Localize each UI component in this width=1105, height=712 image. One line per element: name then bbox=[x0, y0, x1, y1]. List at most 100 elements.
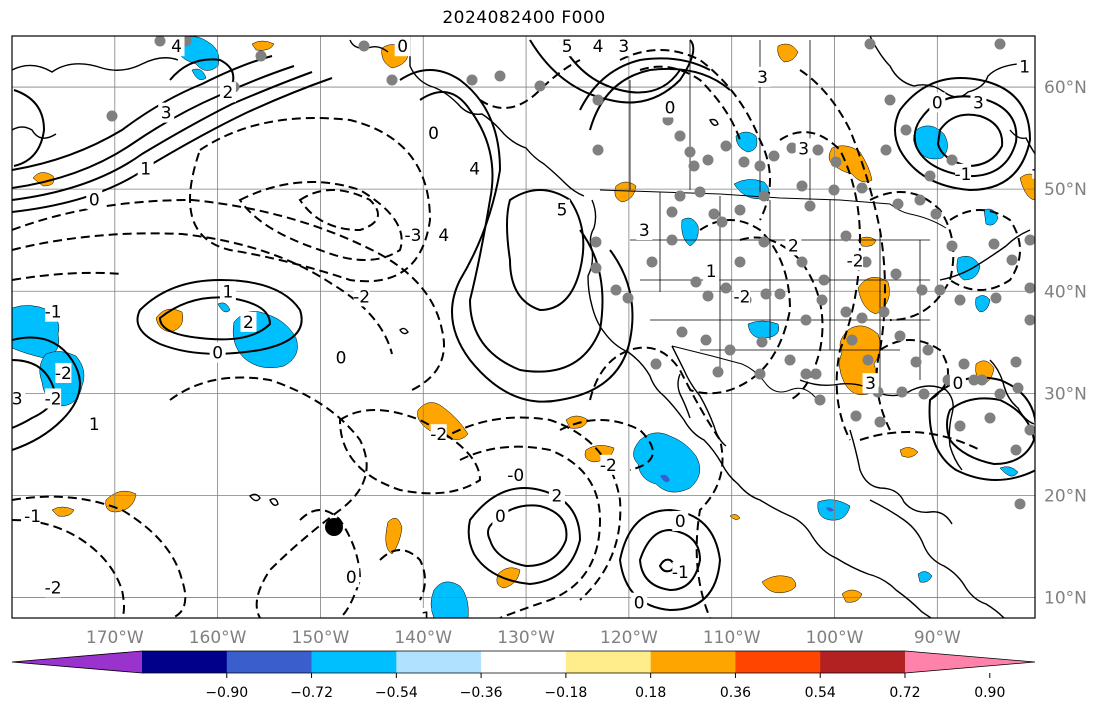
colorbar-swatch bbox=[142, 651, 228, 673]
contour-label: -2 bbox=[55, 364, 72, 384]
observation-dot bbox=[784, 354, 796, 366]
observation-dot bbox=[846, 334, 858, 346]
observation-dot bbox=[856, 182, 868, 194]
contour-label: 1 bbox=[140, 160, 151, 180]
observation-dot bbox=[358, 40, 370, 52]
colorbar-tick-label: 0.36 bbox=[720, 685, 751, 701]
contour-label-bg bbox=[970, 92, 987, 113]
observation-dot bbox=[702, 154, 714, 166]
observation-dot bbox=[954, 294, 966, 306]
observation-dot bbox=[958, 358, 970, 370]
contour-label-bg bbox=[862, 373, 879, 394]
colorbar-tick-label: −0.18 bbox=[544, 685, 587, 701]
contour-label-bg bbox=[615, 36, 632, 57]
observation-dot bbox=[862, 354, 874, 366]
contour-label: -1 bbox=[45, 303, 62, 323]
contour-label: 0 bbox=[346, 568, 357, 588]
observation-dot bbox=[386, 74, 398, 86]
latitude-labels: 60°N 50°N 40°N 30°N 20°N 10°N bbox=[1044, 78, 1087, 609]
observation-dot bbox=[676, 326, 688, 338]
observation-dot bbox=[768, 150, 780, 162]
observation-dot bbox=[814, 394, 826, 406]
contour-label: 0 bbox=[212, 344, 223, 364]
contour-label: -2 bbox=[430, 425, 447, 445]
contour-label: 1 bbox=[222, 282, 233, 302]
observation-dot bbox=[708, 208, 720, 220]
observation-dot bbox=[850, 410, 862, 422]
observation-dot bbox=[700, 334, 712, 346]
observation-dot bbox=[840, 306, 852, 318]
observation-dot bbox=[734, 256, 746, 268]
contour-label-bg bbox=[847, 250, 864, 271]
observation-dot bbox=[910, 356, 922, 368]
observation-dot bbox=[494, 70, 506, 82]
observation-dot bbox=[810, 368, 822, 380]
contour-label-bg bbox=[672, 511, 689, 531]
contour-label: 5 bbox=[557, 201, 568, 221]
contour-label: 0 bbox=[634, 594, 645, 614]
contour-label-bg bbox=[1016, 56, 1033, 77]
longitude-label: 110°W bbox=[703, 628, 761, 648]
observation-dot bbox=[818, 274, 830, 286]
contour-label-bg bbox=[507, 465, 524, 486]
contour-label: -1 bbox=[672, 563, 689, 583]
colorbar-swatch bbox=[481, 651, 567, 673]
contour-label-bg bbox=[554, 199, 571, 220]
observation-dot bbox=[666, 206, 678, 218]
observation-dot bbox=[1024, 282, 1035, 294]
observation-dot bbox=[666, 234, 678, 246]
observation-dot bbox=[1010, 356, 1022, 368]
colorbar-tick-label: 0.90 bbox=[974, 685, 1005, 701]
colorbar-swatch bbox=[396, 651, 482, 673]
contour-label-bg bbox=[86, 414, 103, 434]
contour-label-bg bbox=[209, 342, 226, 363]
contour-label-bg bbox=[466, 158, 483, 179]
contour-label: 2 bbox=[552, 486, 563, 506]
contour-label: -1 bbox=[1032, 160, 1049, 180]
colorbar-swatch bbox=[820, 651, 906, 673]
colorbar-extend-low bbox=[12, 651, 142, 673]
large-marker bbox=[325, 518, 343, 536]
observation-dot bbox=[884, 94, 896, 106]
observation-dot bbox=[774, 288, 786, 300]
longitude-label: 160°W bbox=[189, 628, 247, 648]
observation-dot bbox=[758, 190, 770, 202]
contour-label-bg bbox=[795, 138, 812, 159]
observation-dot bbox=[984, 412, 996, 424]
observation-dot bbox=[954, 420, 966, 432]
contour-label: 3 bbox=[973, 93, 984, 113]
observation-dot bbox=[796, 256, 808, 268]
observation-dot bbox=[988, 238, 1000, 250]
contour-label-bg bbox=[404, 225, 421, 246]
observation-dot bbox=[946, 154, 958, 166]
contour-label: 4 bbox=[171, 37, 182, 57]
observation-dot bbox=[754, 160, 766, 172]
observation-dot bbox=[1010, 444, 1022, 456]
contour-label-bg bbox=[733, 286, 750, 307]
contour-label: 3 bbox=[798, 139, 809, 159]
observation-dot bbox=[734, 204, 746, 216]
contour-label-bg bbox=[672, 562, 689, 583]
observation-dot bbox=[1024, 314, 1035, 326]
observation-dot bbox=[796, 180, 808, 192]
contour-label: -2 bbox=[45, 578, 62, 598]
observation-dot bbox=[890, 268, 902, 280]
observation-dot bbox=[684, 146, 696, 158]
observation-dot bbox=[674, 130, 686, 142]
contour-label-bg bbox=[662, 97, 679, 118]
contour-label: -2 bbox=[45, 389, 62, 409]
observation-dot bbox=[1014, 498, 1026, 510]
longitude-label: 150°W bbox=[292, 628, 350, 648]
observation-dot bbox=[724, 344, 736, 356]
observation-dot bbox=[1012, 382, 1024, 394]
contour-label-bg bbox=[949, 373, 966, 394]
observation-dot bbox=[702, 290, 714, 302]
observation-dot bbox=[804, 200, 816, 212]
observation-dot bbox=[880, 144, 892, 156]
observation-dot bbox=[106, 110, 118, 122]
contour-label-bg bbox=[929, 92, 946, 113]
observation-dot bbox=[688, 160, 700, 172]
contour-label-bg bbox=[430, 424, 447, 445]
contour-label-bg bbox=[86, 189, 103, 210]
